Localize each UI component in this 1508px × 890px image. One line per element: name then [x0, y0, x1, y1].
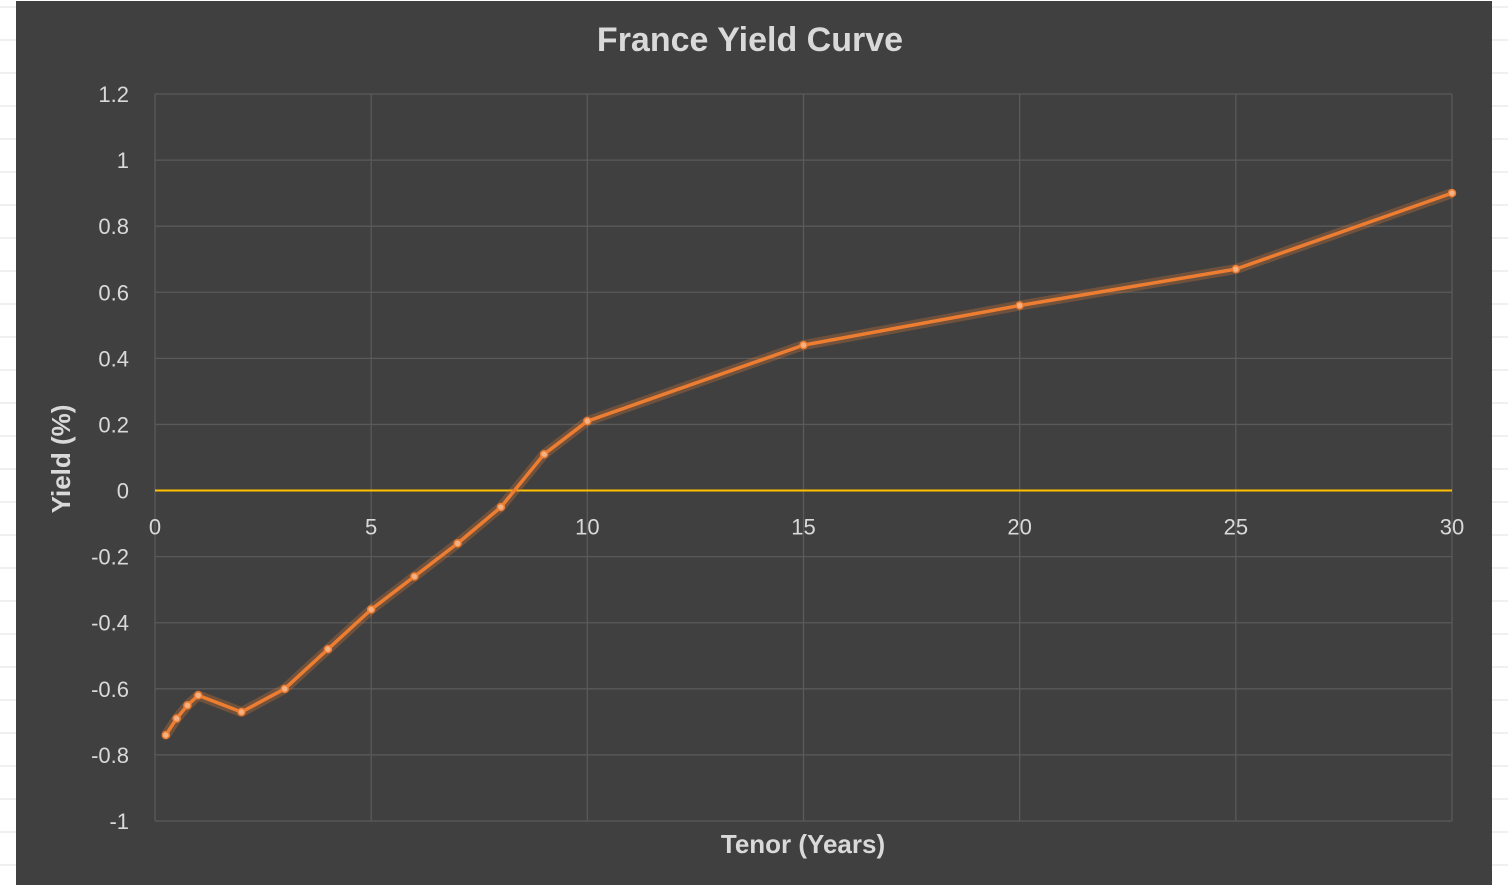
data-point: [161, 730, 171, 740]
chart-area[interactable]: France Yield Curve 1.2 1 0.8 0.6 0.4 0.2 0 -0.2…: [16, 1, 1492, 885]
x-tick-label: 25: [1224, 515, 1248, 540]
y-tick-label: -0.6: [91, 677, 129, 702]
y-tick-label: 1.2: [98, 82, 129, 107]
y-tick-label: 0.6: [98, 280, 129, 305]
data-point: [410, 572, 419, 581]
series-line: [164, 191, 1453, 737]
x-tick-label: 10: [575, 515, 599, 540]
data-point: [496, 502, 506, 512]
y-axis-tick-labels: 1.2 1 0.8 0.6 0.4 0.2 0 -0.2 -0.4 -0.6 -0.8 -1: [91, 82, 129, 834]
data-point: [1015, 301, 1024, 310]
y-tick-label: 1: [117, 148, 129, 173]
data-point: [237, 707, 246, 717]
x-tick-label: 20: [1007, 515, 1031, 540]
data-point: [183, 701, 192, 710]
y-axis-title: Yield (%): [46, 405, 76, 514]
series-yield: [161, 188, 1457, 740]
gridlines: [154, 93, 1453, 822]
y-tick-label: -0.8: [91, 743, 129, 768]
data-point: [366, 605, 376, 614]
x-tick-label: 15: [791, 515, 815, 540]
data-point: [1447, 188, 1457, 198]
yield-curve-chart: France Yield Curve 1.2 1 0.8 0.6 0.4 0.2 0 -0.2…: [46, 21, 1464, 859]
y-tick-label: -0.2: [91, 545, 129, 570]
data-point: [193, 691, 203, 700]
x-tick-label: 0: [149, 515, 161, 540]
y-tick-label: 0.8: [98, 214, 129, 239]
data-point: [280, 684, 289, 694]
x-tick-label: 5: [365, 515, 377, 540]
series-line-glow: [161, 188, 1454, 738]
data-point: [172, 714, 181, 723]
data-point: [453, 539, 462, 548]
x-tick-label: 30: [1440, 515, 1464, 540]
y-tick-label: -1: [109, 809, 129, 834]
data-point: [539, 449, 549, 459]
y-tick-label: 0.2: [98, 412, 129, 437]
x-axis-tick-labels: 0 5 10 15 20 25 30: [149, 515, 1464, 540]
y-tick-label: -0.4: [91, 611, 129, 636]
data-point: [799, 340, 808, 350]
data-point: [1231, 264, 1241, 274]
data-point: [583, 416, 592, 426]
x-axis-title: Tenor (Years): [721, 829, 885, 859]
y-tick-label: 0: [117, 479, 129, 504]
data-point: [323, 644, 333, 654]
y-tick-label: 0.4: [98, 346, 129, 371]
chart-title: France Yield Curve: [597, 21, 903, 59]
